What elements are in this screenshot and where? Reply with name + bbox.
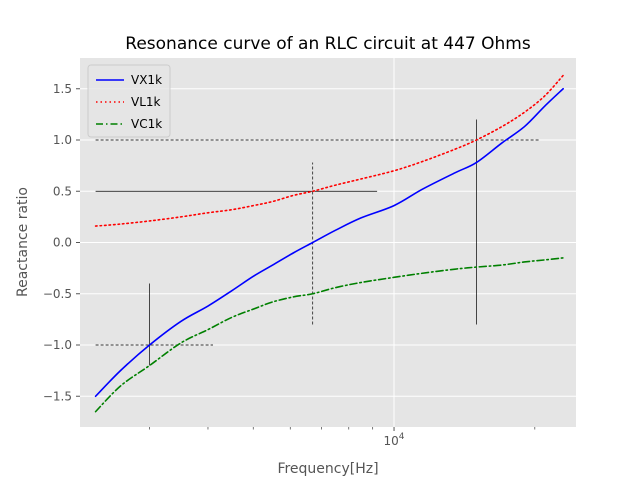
legend-label-vc1k: VC1k [131, 117, 162, 131]
y-tick-label: −1.5 [43, 389, 72, 403]
y-tick-label: −0.5 [43, 287, 72, 301]
legend: VX1k VL1k VC1k [87, 64, 171, 138]
y-tick-label: −1.0 [43, 338, 72, 352]
x-axis-ticks: 104 [149, 427, 536, 448]
y-axis-label: Reactance ratio [15, 187, 31, 297]
x-tick-label: 104 [384, 432, 405, 448]
chart-title: Resonance curve of an RLC circuit at 447… [125, 34, 531, 54]
legend-label-vx1k: VX1k [131, 73, 162, 87]
legend-box [87, 64, 171, 138]
y-tick-label: 0.0 [53, 236, 72, 250]
y-tick-label: 1.5 [53, 82, 72, 96]
series-line-vc1k [94, 257, 564, 413]
series-group [94, 74, 564, 413]
series-line-vx1k [94, 87, 564, 398]
y-tick-label: 1.0 [53, 133, 72, 147]
series-line-vl1k [94, 74, 564, 227]
x-axis-label: Frequency[Hz] [277, 461, 378, 477]
y-tick-label: 0.5 [53, 184, 72, 198]
reference-lines [95, 119, 540, 366]
y-axis-ticks: −1.5 −1.0 −0.5 0.0 0.5 1.0 1.5 [43, 82, 80, 403]
legend-label-vl1k: VL1k [131, 95, 161, 109]
x-tick-exponent: 4 [399, 432, 405, 442]
